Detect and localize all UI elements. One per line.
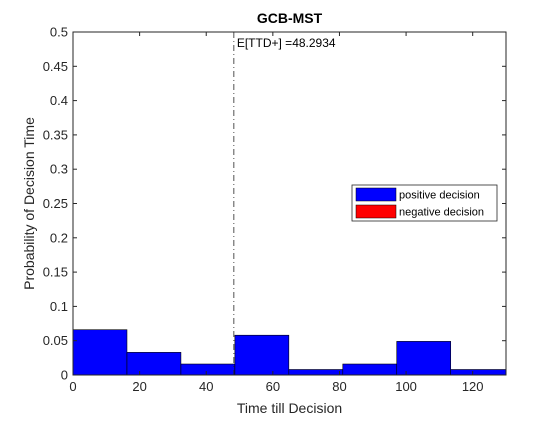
x-tick-label: 20 <box>132 379 146 394</box>
x-tick-label: 60 <box>266 379 280 394</box>
y-tick-label: 0.25 <box>43 196 68 211</box>
mean-line-layer: E[TTD+] =48.2934 <box>233 32 336 375</box>
y-tick-label: 0.1 <box>50 299 68 314</box>
x-tick-label: 40 <box>199 379 213 394</box>
y-axis-label: Probability of Decision Time <box>21 117 37 290</box>
chart-title: GCB-MST <box>257 10 323 26</box>
y-axis-ticks: 0 0.05 0.1 0.15 0.2 0.25 0.3 0.35 0.4 0.45 0.5 <box>43 25 506 383</box>
bar-positive-7 <box>450 369 507 376</box>
x-axis-ticks: 0 20 40 60 80 100 120 <box>69 32 484 394</box>
y-tick-label: 0.35 <box>43 127 68 142</box>
y-tick-label: 0.3 <box>50 162 68 177</box>
x-tick-label: 80 <box>332 379 346 394</box>
y-tick-label: 0.2 <box>50 230 68 245</box>
y-tick-label: 0.5 <box>50 25 68 40</box>
x-tick-label: 0 <box>69 379 76 394</box>
y-tick-label: 0.15 <box>43 265 68 280</box>
legend: positive decision negative decision <box>351 184 498 222</box>
x-tick-label: 100 <box>395 379 417 394</box>
bar-positive-1 <box>126 352 182 376</box>
legend-swatch-negative <box>355 204 397 219</box>
legend-label-negative: negative decision <box>399 207 484 219</box>
bar-positive-0 <box>72 329 128 376</box>
x-tick-label: 120 <box>462 379 484 394</box>
legend-swatch-positive <box>355 187 397 202</box>
legend-label-positive: positive decision <box>399 190 480 202</box>
y-tick-label: 0.45 <box>43 59 68 74</box>
bar-layer <box>72 329 507 376</box>
y-tick-label: 0 <box>61 368 68 383</box>
x-axis-label: Time till Decision <box>237 400 342 416</box>
y-tick-label: 0.4 <box>50 93 68 108</box>
mean-annotation: E[TTD+] =48.2934 <box>237 36 336 50</box>
bar-positive-5 <box>342 363 398 376</box>
bar-positive-3 <box>234 334 290 376</box>
bar-positive-4 <box>288 369 344 376</box>
bar-positive-2 <box>180 363 236 376</box>
y-tick-label: 0.05 <box>43 333 68 348</box>
bar-positive-6 <box>396 341 452 376</box>
